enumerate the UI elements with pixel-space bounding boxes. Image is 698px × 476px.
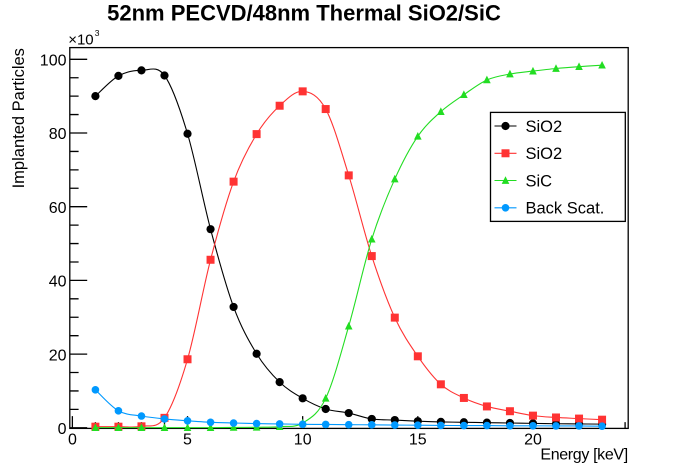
svg-text:3: 3 — [95, 28, 100, 38]
svg-text:80: 80 — [49, 126, 67, 143]
svg-text:0: 0 — [58, 421, 67, 438]
svg-text:5: 5 — [183, 432, 192, 449]
svg-text:20: 20 — [524, 432, 542, 449]
svg-text:100: 100 — [40, 53, 67, 70]
svg-text:60: 60 — [49, 200, 67, 217]
svg-text:10: 10 — [294, 432, 312, 449]
svg-text:40: 40 — [49, 274, 67, 291]
svg-text:SiO2: SiO2 — [526, 145, 563, 163]
svg-text:Energy [keV]: Energy [keV] — [540, 446, 627, 463]
svg-text:SiC: SiC — [526, 172, 553, 190]
svg-text:×10: ×10 — [68, 31, 93, 48]
svg-text:0: 0 — [68, 432, 77, 449]
svg-text:Implanted Particles: Implanted Particles — [10, 48, 28, 188]
svg-text:20: 20 — [49, 347, 67, 364]
svg-text:52nm PECVD/48nm Thermal SiO2/S: 52nm PECVD/48nm Thermal SiO2/SiC — [107, 0, 501, 25]
svg-text:15: 15 — [409, 432, 427, 449]
svg-text:Back Scat.: Back Scat. — [526, 200, 605, 218]
svg-text:SiO2: SiO2 — [526, 118, 563, 136]
